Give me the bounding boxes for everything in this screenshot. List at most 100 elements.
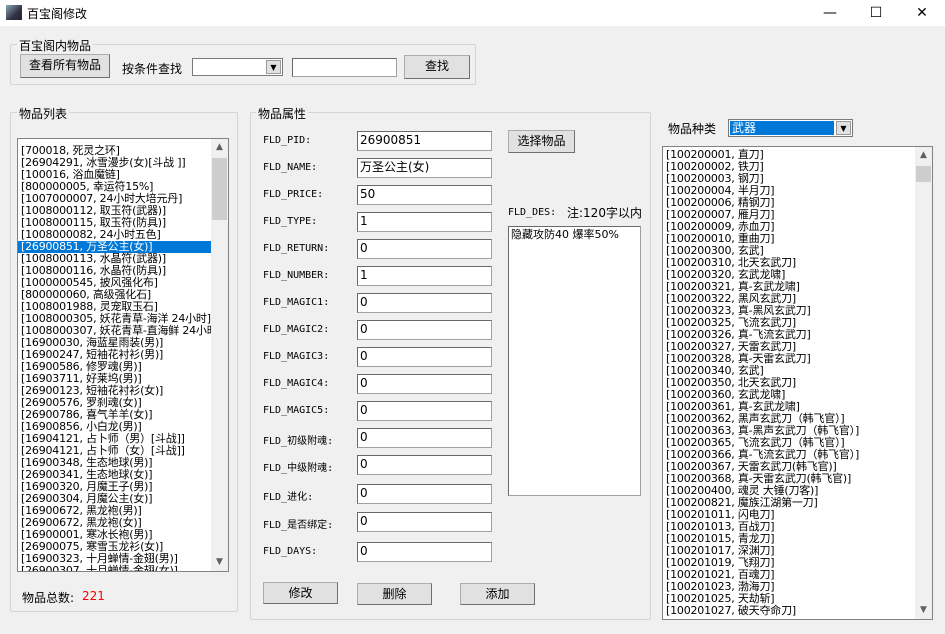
field-input[interactable]: 0 [357, 239, 492, 259]
list-item[interactable]: [100200323, 真-黑风玄武刀] [666, 304, 811, 317]
list-item[interactable]: [100200007, 雁月刀] [666, 208, 775, 221]
list-item[interactable]: [1008000116, 水晶符(防具)] [21, 264, 166, 277]
list-item[interactable]: [26904121, 占卜师（女）[斗战]] [21, 444, 185, 457]
list-item[interactable]: [100201025, 天劫斩] [666, 592, 775, 605]
list-item[interactable]: [16900586, 修罗魂(男)] [21, 360, 142, 373]
field-input[interactable]: 0 [357, 374, 492, 394]
list-item[interactable]: [100200328, 真-天雷玄武刀] [666, 352, 811, 365]
list-item[interactable]: [1008000082, 24小时五色] [21, 228, 161, 241]
field-input[interactable]: 0 [357, 347, 492, 367]
list-item[interactable]: [800000005, 幸运符15%] [21, 180, 154, 193]
list-item[interactable]: [100201019, 飞翔刀] [666, 556, 775, 569]
list-item[interactable]: [100200322, 黑风玄武刀] [666, 292, 796, 305]
maximize-button[interactable]: ☐ [869, 5, 883, 21]
list-item[interactable]: [100200367, 天雷玄武刀(韩飞官)] [666, 460, 837, 473]
list-item[interactable]: [100200300, 玄武] [666, 244, 764, 257]
list-item[interactable]: [100201021, 百魂刀] [666, 568, 775, 581]
list-item[interactable]: [100200321, 真-玄武龙啸] [666, 280, 800, 293]
list-item[interactable]: [100200360, 玄武龙啸] [666, 388, 786, 401]
field-input[interactable]: 50 [357, 185, 492, 205]
list-item[interactable]: [26900341, 生态地球(女)] [21, 468, 153, 481]
list-item[interactable]: [100016, 浴血魔链] [21, 168, 120, 181]
view-all-button[interactable]: 查看所有物品 [20, 54, 110, 78]
scroll-thumb[interactable] [212, 158, 227, 220]
list-item[interactable]: [100200366, 真-飞流玄武刀（韩飞官）] [666, 448, 860, 461]
field-input[interactable]: 0 [357, 293, 492, 313]
field-input[interactable]: 0 [357, 542, 492, 562]
field-input[interactable]: 万圣公主(女) [357, 158, 492, 178]
item-list-scrollbar[interactable]: ▲ ▼ [211, 139, 228, 571]
list-item[interactable]: [26900786, 喜气羊羊(女)] [21, 408, 153, 421]
list-item[interactable]: [100200340, 玄武] [666, 364, 764, 377]
list-item[interactable]: [100201023, 渤海刀] [666, 580, 775, 593]
list-item[interactable]: [100200009, 赤血刀] [666, 220, 775, 233]
list-item[interactable]: [100200001, 直刀] [666, 148, 764, 161]
list-item[interactable]: [100200365, 飞流玄武刀（韩飞官）] [666, 436, 845, 449]
scroll-up-icon[interactable]: ▲ [920, 150, 927, 160]
list-item[interactable]: [100200002, 铁刀] [666, 160, 764, 173]
delete-button[interactable]: 删除 [357, 583, 432, 605]
condition-select[interactable]: ▼ [192, 58, 283, 76]
list-item[interactable]: [16900856, 小白龙(男)] [21, 420, 142, 433]
scroll-up-icon[interactable]: ▲ [216, 142, 223, 152]
add-button[interactable]: 添加 [460, 583, 535, 605]
list-item[interactable]: [16903711, 好莱坞(男)] [21, 372, 142, 385]
chevron-down-icon[interactable]: ▼ [836, 121, 851, 135]
list-item[interactable]: [1008000113, 水晶符(武器)] [21, 252, 166, 265]
list-item[interactable]: [1008000307, 妖花青草-直海鲜 24小时] [21, 324, 222, 337]
chevron-down-icon[interactable]: ▼ [266, 60, 281, 74]
search-input[interactable] [292, 58, 397, 77]
field-input[interactable]: 0 [357, 512, 492, 532]
list-item[interactable]: [26900304, 月魔公主(女)] [21, 492, 153, 505]
list-item[interactable]: [100201027, 破天夺命刀] [666, 604, 796, 617]
list-item[interactable]: [1008000112, 取玉符(武器)] [21, 204, 166, 217]
list-item[interactable]: [100200325, 飞流玄武刀] [666, 316, 796, 329]
list-item[interactable]: [16900672, 黑龙袍(男)] [21, 504, 142, 517]
field-input[interactable]: 1 [357, 266, 492, 286]
list-item[interactable]: [26900851, 万圣公主(女)] [18, 241, 228, 253]
scroll-down-icon[interactable]: ▼ [216, 557, 223, 567]
list-item[interactable]: [1008000305, 妖花青草-海洋 24小时] [21, 312, 211, 325]
list-item[interactable]: [26900672, 黑龙袍(女)] [21, 516, 142, 529]
list-item[interactable]: [100201015, 青龙刀] [666, 532, 775, 545]
list-item[interactable]: [100200310, 北天玄武刀] [666, 256, 796, 269]
field-input[interactable]: 0 [357, 320, 492, 340]
list-item[interactable]: [1008001988, 灵宠取玉石] [21, 300, 158, 313]
list-item[interactable]: [100200006, 精钢刀] [666, 196, 775, 209]
field-input[interactable]: 0 [357, 484, 492, 504]
list-item[interactable]: [1000000545, 披风强化布] [21, 276, 158, 289]
list-item[interactable]: [16900247, 短袖花衬衫(男)] [21, 348, 164, 361]
modify-button[interactable]: 修改 [263, 582, 338, 604]
list-item[interactable]: [16900001, 寒冰长袍(男)] [21, 528, 153, 541]
select-item-button[interactable]: 选择物品 [508, 130, 575, 153]
list-item[interactable]: [100201011, 闪电刀] [666, 508, 775, 521]
scroll-thumb[interactable] [916, 166, 931, 182]
list-item[interactable]: [16900030, 海蓝星雨装(男)] [21, 336, 164, 349]
field-input[interactable]: 26900851 [357, 131, 492, 151]
list-item[interactable]: [700018, 死灵之环] [21, 144, 120, 157]
list-item[interactable]: [26900123, 短袖花衬衫(女)] [21, 384, 164, 397]
list-item[interactable]: [100200362, 黑声玄武刀（韩飞官）] [666, 412, 845, 425]
list-item[interactable]: [16900320, 月魔王子(男)] [21, 480, 153, 493]
scroll-down-icon[interactable]: ▼ [920, 605, 927, 615]
list-item[interactable]: [26900307, 十月蝉情-金翅(女)] [21, 564, 178, 572]
list-item[interactable]: [100201013, 百战刀] [666, 520, 775, 533]
field-input[interactable]: 0 [357, 401, 492, 421]
list-item[interactable]: [100201017, 深渊刀] [666, 544, 775, 557]
list-item[interactable]: [16900348, 生态地球(男)] [21, 456, 153, 469]
list-item[interactable]: [1007000007, 24小时大培元丹] [21, 192, 183, 205]
list-item[interactable]: [100200320, 玄武龙啸] [666, 268, 786, 281]
list-item[interactable]: [100200003, 钢刀] [666, 172, 764, 185]
des-textarea[interactable]: 隐藏攻防40 爆率50% [508, 226, 641, 496]
field-input[interactable]: 1 [357, 212, 492, 232]
list-item[interactable]: [16904121, 占卜师（男）[斗战]] [21, 432, 185, 445]
list-item[interactable]: [100200361, 真-玄武龙啸] [666, 400, 800, 413]
list-item[interactable]: [26900576, 罗刹魂(女)] [21, 396, 142, 409]
list-item[interactable]: [16900323, 十月蝉情-金翅(男)] [21, 552, 178, 565]
category-select[interactable]: 武器 ▼ [728, 119, 853, 137]
list-item[interactable]: [800000060, 高级强化石] [21, 288, 151, 301]
list-item[interactable]: [26904291, 冰雪漫步(女)[斗战 ]] [21, 156, 186, 169]
list-item[interactable]: [100200326, 真-飞流玄武刀] [666, 328, 811, 341]
list-item[interactable]: [100200363, 真-黑声玄武刀（韩飞官）] [666, 424, 860, 437]
field-input[interactable]: 0 [357, 428, 492, 448]
